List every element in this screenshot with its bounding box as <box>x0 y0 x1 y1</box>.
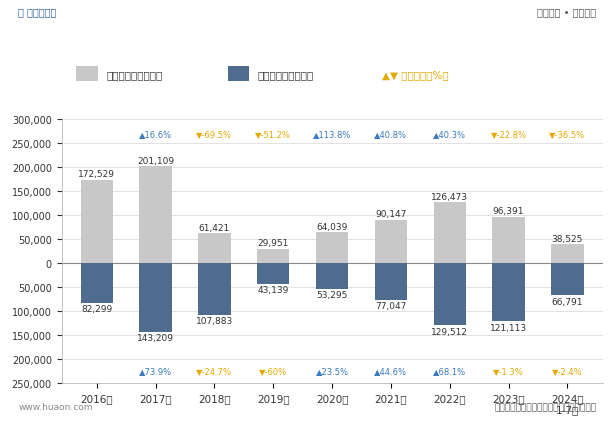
Text: 29,951: 29,951 <box>258 239 289 248</box>
Text: 专业严谨 • 客观科学: 专业严谨 • 客观科学 <box>538 7 597 17</box>
Bar <box>81 181 113 263</box>
Text: 201,109: 201,109 <box>137 156 174 165</box>
Text: 90,147: 90,147 <box>375 210 407 219</box>
Bar <box>198 263 231 315</box>
Bar <box>140 263 172 332</box>
Text: ▼-51.2%: ▼-51.2% <box>255 130 292 138</box>
Bar <box>316 263 348 289</box>
Bar <box>228 67 250 82</box>
Bar <box>140 167 172 263</box>
Text: ▲113.8%: ▲113.8% <box>313 130 351 138</box>
Text: 64,039: 64,039 <box>316 222 348 231</box>
Text: 129,512: 129,512 <box>431 327 468 336</box>
Text: ▲40.3%: ▲40.3% <box>433 130 466 138</box>
Text: 66,791: 66,791 <box>552 297 583 306</box>
Bar <box>375 263 407 300</box>
Text: 96,391: 96,391 <box>493 207 525 216</box>
Text: 107,883: 107,883 <box>196 317 233 325</box>
Text: 进口总额（万美元）: 进口总额（万美元） <box>258 69 314 80</box>
Text: 出口总额（万美元）: 出口总额（万美元） <box>106 69 162 80</box>
Text: 77,047: 77,047 <box>375 302 407 311</box>
Bar <box>257 263 290 284</box>
Text: 143,209: 143,209 <box>137 334 174 343</box>
Text: 53,295: 53,295 <box>316 291 348 299</box>
Bar <box>198 234 231 263</box>
Bar <box>375 220 407 263</box>
Bar <box>434 263 466 325</box>
Text: ▲16.6%: ▲16.6% <box>139 130 172 138</box>
Text: 2016-2024年7月深圳机场保税物流中心进、出口额: 2016-2024年7月深圳机场保税物流中心进、出口额 <box>149 27 466 46</box>
Text: 🔷 华经情报网: 🔷 华经情报网 <box>18 7 57 17</box>
Text: ▲23.5%: ▲23.5% <box>315 366 349 375</box>
Text: ▲44.6%: ▲44.6% <box>375 366 407 375</box>
Text: 资料来源：中国海关，华经产业研究院整理: 资料来源：中国海关，华经产业研究院整理 <box>494 402 597 412</box>
Bar <box>76 67 98 82</box>
Text: www.huaon.com: www.huaon.com <box>18 402 93 412</box>
Bar <box>257 249 290 263</box>
Text: ▲73.9%: ▲73.9% <box>139 366 172 375</box>
Text: 82,299: 82,299 <box>81 304 113 313</box>
Text: ▲68.1%: ▲68.1% <box>433 366 466 375</box>
Text: 61,421: 61,421 <box>199 223 230 233</box>
Bar <box>81 263 113 303</box>
Bar <box>493 263 525 322</box>
Text: ▲40.8%: ▲40.8% <box>375 130 407 138</box>
Bar <box>551 263 584 295</box>
Text: ▼-60%: ▼-60% <box>259 366 287 375</box>
Text: ▲▼ 同比增速（%）: ▲▼ 同比增速（%） <box>382 69 449 80</box>
Text: ▼-36.5%: ▼-36.5% <box>549 130 585 138</box>
Text: ▼-69.5%: ▼-69.5% <box>196 130 232 138</box>
Text: ▼-22.8%: ▼-22.8% <box>491 130 526 138</box>
Text: 121,113: 121,113 <box>490 323 527 332</box>
Text: 126,473: 126,473 <box>431 192 468 201</box>
Text: 172,529: 172,529 <box>78 170 115 179</box>
Text: 43,139: 43,139 <box>258 285 289 294</box>
Text: ▼-24.7%: ▼-24.7% <box>196 366 232 375</box>
Bar <box>434 203 466 263</box>
Bar <box>493 217 525 263</box>
Text: 38,525: 38,525 <box>552 234 583 243</box>
Bar <box>551 245 584 263</box>
Bar <box>316 233 348 263</box>
Text: ▼-2.4%: ▼-2.4% <box>552 366 583 375</box>
Text: ▼-1.3%: ▼-1.3% <box>493 366 524 375</box>
